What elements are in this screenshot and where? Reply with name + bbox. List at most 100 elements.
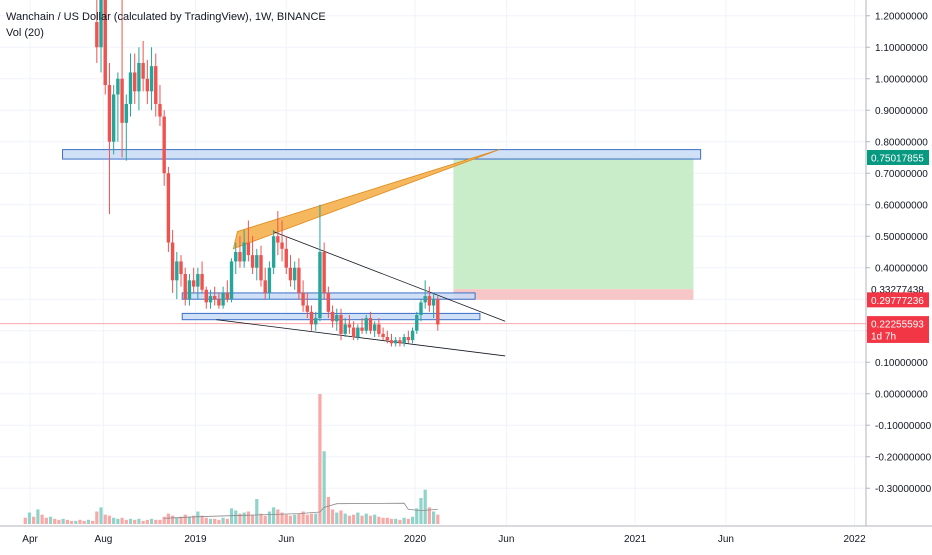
volume-bar-58 bbox=[267, 511, 272, 524]
candle-0 bbox=[95, 0, 99, 63]
price-label-text-3: 0.22255593 bbox=[871, 320, 924, 331]
volume-bar-16 bbox=[91, 520, 95, 524]
symbol-title: Wanchain / US Dollar (calculated by Trad… bbox=[6, 11, 326, 23]
candle-body-13 bbox=[149, 66, 154, 92]
candle-body-49 bbox=[301, 292, 305, 306]
candle-body-31 bbox=[225, 292, 230, 300]
candle-body-6 bbox=[120, 78, 124, 123]
candle-body-12 bbox=[145, 78, 150, 92]
candle-60 bbox=[347, 314, 352, 334]
volume-bar-35 bbox=[170, 515, 175, 524]
long-position-loss-zone bbox=[453, 289, 694, 300]
volume-bar-96 bbox=[427, 507, 431, 524]
price-label-text-2: 0.29777236 bbox=[871, 296, 924, 307]
volume-bar-13 bbox=[78, 519, 82, 524]
candle-body-5 bbox=[116, 78, 120, 95]
volume-bar-72 bbox=[326, 496, 330, 524]
candle-body-74 bbox=[406, 337, 411, 341]
price-label-bg-0 bbox=[867, 149, 929, 165]
volume-bar-56 bbox=[259, 513, 263, 524]
candle-37 bbox=[250, 236, 255, 275]
candle-24 bbox=[196, 267, 200, 300]
candle-body-60 bbox=[347, 324, 352, 328]
volume-bar-91 bbox=[406, 518, 410, 524]
candle-body-24 bbox=[196, 274, 200, 287]
candle-26 bbox=[204, 286, 208, 309]
candle-body-51 bbox=[309, 311, 314, 325]
candle-29 bbox=[217, 292, 221, 309]
volume-bar-71 bbox=[322, 451, 326, 524]
candle-body-0 bbox=[95, 22, 99, 48]
volume-bar-50 bbox=[234, 510, 238, 524]
candle-body-23 bbox=[191, 280, 196, 287]
candle-body-11 bbox=[141, 62, 145, 79]
volume-bar-77 bbox=[347, 515, 352, 524]
candle-13 bbox=[149, 47, 154, 111]
candle-16 bbox=[162, 110, 166, 186]
candle-40 bbox=[263, 267, 267, 300]
volume-bar-59 bbox=[272, 507, 276, 524]
volume-bar-36 bbox=[175, 517, 179, 524]
x-tick-label-7: Jun bbox=[718, 534, 734, 545]
rising-wedge-triangle bbox=[232, 149, 500, 250]
candle-44 bbox=[280, 220, 284, 262]
candle-53 bbox=[318, 204, 322, 322]
volume-bar-74 bbox=[335, 512, 339, 524]
candle-body-9 bbox=[133, 72, 137, 92]
long-position-profit-zone bbox=[453, 157, 694, 290]
candle-body-15 bbox=[158, 103, 162, 117]
volume-bar-40 bbox=[192, 515, 196, 524]
legend: Wanchain / US Dollar (calculated by Trad… bbox=[6, 9, 326, 41]
volume-bar-90 bbox=[402, 517, 406, 524]
candles bbox=[95, 0, 440, 347]
candle-body-2 bbox=[103, 0, 107, 86]
candle-27 bbox=[208, 289, 213, 309]
candle-25 bbox=[200, 261, 204, 293]
volume-bar-65 bbox=[297, 513, 301, 524]
volume-bar-88 bbox=[394, 518, 398, 524]
candle-35 bbox=[242, 229, 246, 268]
price-label-bg-4 bbox=[867, 327, 929, 343]
candle-body-59 bbox=[343, 324, 347, 334]
candle-body-40 bbox=[263, 280, 267, 293]
candle-body-37 bbox=[250, 255, 255, 268]
volume-bar-12 bbox=[74, 520, 78, 524]
candle-body-36 bbox=[246, 242, 251, 256]
candle-58 bbox=[339, 308, 343, 341]
zone-rectangle-0 bbox=[62, 149, 702, 160]
candle-15 bbox=[158, 85, 162, 126]
trend-line-0 bbox=[216, 319, 506, 357]
price-label-bg-3 bbox=[867, 316, 929, 332]
volume-bar-39 bbox=[187, 516, 192, 524]
candle-body-46 bbox=[288, 267, 293, 281]
volume-bar-32 bbox=[158, 519, 162, 524]
candle-body-33 bbox=[234, 251, 238, 262]
candle-54 bbox=[322, 242, 326, 300]
candle-70 bbox=[389, 333, 394, 347]
candle-33 bbox=[234, 242, 238, 275]
candle-body-38 bbox=[255, 255, 259, 268]
y-tick-label-15: -0.30000000 bbox=[875, 484, 932, 495]
candle-body-30 bbox=[221, 292, 225, 306]
candle-body-71 bbox=[394, 340, 398, 344]
candle-body-75 bbox=[410, 330, 415, 341]
candle-42 bbox=[271, 229, 276, 275]
candle-65 bbox=[368, 311, 373, 334]
candle-body-44 bbox=[280, 242, 284, 249]
candle-28 bbox=[212, 286, 217, 306]
volume-indicator-label: Vol (20) bbox=[6, 27, 44, 39]
price-label-text-0: 0.75017855 bbox=[871, 153, 924, 164]
volume-bar-30 bbox=[149, 518, 154, 524]
candle-57 bbox=[335, 308, 339, 331]
price-label-4: 1d 7h bbox=[867, 327, 929, 343]
y-tick-label-3: 0.90000000 bbox=[875, 106, 928, 117]
candle-19 bbox=[175, 251, 179, 300]
drawings bbox=[0, 149, 866, 357]
candle-body-80 bbox=[431, 299, 436, 306]
y-tick-label-1: 1.10000000 bbox=[875, 43, 928, 54]
candle-43 bbox=[276, 211, 280, 256]
volume-bar-51 bbox=[238, 513, 242, 524]
candle-18 bbox=[170, 229, 175, 293]
candle-66 bbox=[372, 321, 377, 338]
